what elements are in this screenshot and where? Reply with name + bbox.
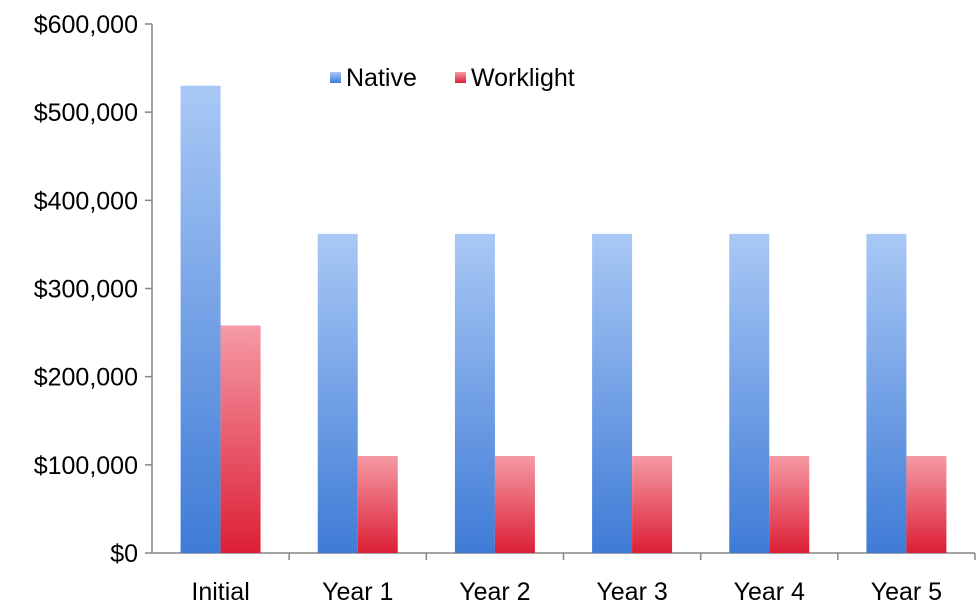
x-tick-label: Year 5 [871, 578, 942, 606]
bar-native-initial [180, 85, 221, 553]
chart-legend: Native Worklight [330, 64, 575, 92]
x-tick-label: Initial [191, 578, 249, 606]
x-tick-label: Year 2 [459, 578, 530, 606]
bar-worklight-year-1 [357, 456, 398, 553]
y-tick-label: $0 [110, 540, 138, 568]
chart-axes: $0 $100,000 $200,000 $300,000 $400,000 $500,0… [34, 11, 976, 606]
legend-label-native: Native [346, 64, 417, 92]
bar-worklight-year-5 [906, 456, 947, 553]
y-tick-label: $100,000 [34, 452, 138, 480]
legend-label-worklight: Worklight [471, 64, 575, 92]
legend-swatch-native [330, 72, 341, 83]
y-tick-label: $400,000 [34, 187, 138, 215]
y-tick-label: $300,000 [34, 276, 138, 304]
bar-worklight-year-4 [769, 456, 810, 553]
x-tick-label: Year 4 [734, 578, 805, 606]
bar-native-year-3 [592, 233, 633, 553]
bar-worklight-year-2 [494, 456, 535, 553]
bar-native-year-2 [454, 233, 495, 553]
x-tick-label: Year 3 [596, 578, 667, 606]
legend-swatch-worklight [455, 72, 466, 83]
y-tick-label: $500,000 [34, 99, 138, 127]
bar-worklight-initial [220, 325, 261, 553]
chart-bars [180, 85, 947, 553]
bar-worklight-year-3 [632, 456, 673, 553]
y-tick-label: $600,000 [34, 11, 138, 39]
y-tick-label: $200,000 [34, 364, 138, 392]
x-tick-label: Year 1 [322, 578, 393, 606]
bar-native-year-4 [729, 233, 770, 553]
bar-native-year-1 [317, 233, 358, 553]
bar-native-year-5 [866, 233, 907, 553]
